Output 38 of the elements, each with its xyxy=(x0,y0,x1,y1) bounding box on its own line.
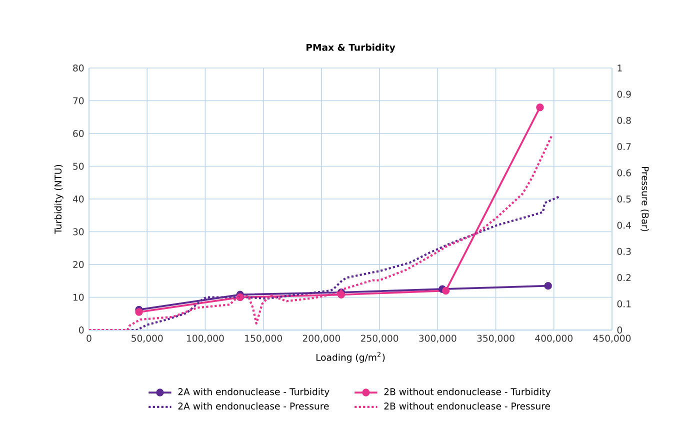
y2-tick-label: 0.4 xyxy=(617,222,631,229)
x-tick-label: 300,000 xyxy=(419,334,456,343)
y2-tick-label: 0.8 xyxy=(617,116,631,124)
y-tick-label: 10 xyxy=(74,294,84,301)
x-tick-label: 350,000 xyxy=(477,334,514,343)
y-tick-label: 50 xyxy=(73,162,84,170)
y2-tick-label: 0.3 xyxy=(617,248,631,255)
legend-label: 2A with endonuclease - Turbidity xyxy=(178,388,330,398)
x-tick-label: 450,000 xyxy=(593,334,631,343)
x-tick-label: 100,000 xyxy=(187,334,224,343)
x-tick-label: 50,000 xyxy=(132,334,163,343)
y-tick-label: 20 xyxy=(73,261,84,268)
y-tick-label: 40 xyxy=(72,196,84,203)
y2-tick-label: 0.6 xyxy=(617,169,631,176)
y-tick-label: 30 xyxy=(73,228,84,236)
y-tick-label: 80 xyxy=(73,64,84,72)
y-tick-label: 0 xyxy=(79,326,84,334)
legend-label: 2B without endonuclease - Pressure xyxy=(384,402,550,410)
y2-tick-label: 0.9 xyxy=(617,90,631,98)
x-tick-label: 200,000 xyxy=(302,334,340,343)
x-tick-label: 250,000 xyxy=(361,334,398,343)
y-axis-title: Turbidity (NTU) xyxy=(54,164,64,234)
x-tick-label: 0 xyxy=(86,334,92,342)
x-tick-label: 400,000 xyxy=(535,334,573,343)
y2-tick-label: 0.5 xyxy=(617,196,631,203)
y2-tick-label: 0.7 xyxy=(617,143,631,150)
y2-axis-title: Pressure (Bar) xyxy=(640,167,649,232)
x-tick-label: 150,000 xyxy=(245,334,282,343)
legend-label: 2A with endonuclease - Pressure xyxy=(178,402,329,410)
y2-tick-label: 1 xyxy=(618,64,622,72)
x-axis-title: Loading (g/m$^{2}$) xyxy=(316,352,385,363)
y2-tick-label: 0.2 xyxy=(617,274,631,282)
y2-tick-label: 0 xyxy=(617,326,622,334)
y-tick-label: 60 xyxy=(73,130,84,138)
y2-tick-label: 0.1 xyxy=(617,300,631,308)
legend-label: 2B without endonuclease - Turbidity xyxy=(384,388,551,398)
y-tick-label: 70 xyxy=(73,97,84,104)
chart-title: PMax & Turbidity xyxy=(306,44,396,53)
